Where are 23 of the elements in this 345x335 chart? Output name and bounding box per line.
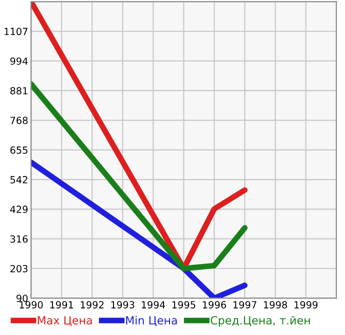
y-tick-label: 1107 [4, 28, 28, 36]
x-tick-label: 1999 [294, 301, 318, 308]
y-tick-label: 655 [10, 146, 28, 154]
y-tick-label: 881 [10, 87, 28, 94]
y-tick-label: 90 [16, 294, 28, 302]
y-tick-label: 768 [10, 116, 28, 124]
legend-label: Min Цена [126, 316, 177, 326]
x-tick-label: 1995 [172, 301, 196, 308]
x-tick-label: 1994 [142, 301, 166, 308]
x-tick-label: 1996 [202, 301, 226, 308]
y-tick-label: 316 [10, 235, 28, 243]
legend-label: Max Цена [38, 316, 92, 326]
x-tick-label: 1990 [20, 301, 43, 308]
y-tick-label: 542 [10, 176, 28, 184]
y-tick-label: 994 [10, 57, 28, 65]
x-tick-label: 1998 [264, 301, 288, 308]
y-tick-label: 203 [10, 264, 28, 272]
y-tick-label: 429 [10, 206, 28, 214]
x-tick-label: 1993 [111, 301, 134, 308]
x-tick-label: 1997 [233, 301, 256, 308]
legend-label: Сред.Цена, т.йен [210, 316, 310, 327]
x-tick-label: 1992 [80, 301, 104, 308]
x-tick-label: 1991 [50, 301, 74, 308]
